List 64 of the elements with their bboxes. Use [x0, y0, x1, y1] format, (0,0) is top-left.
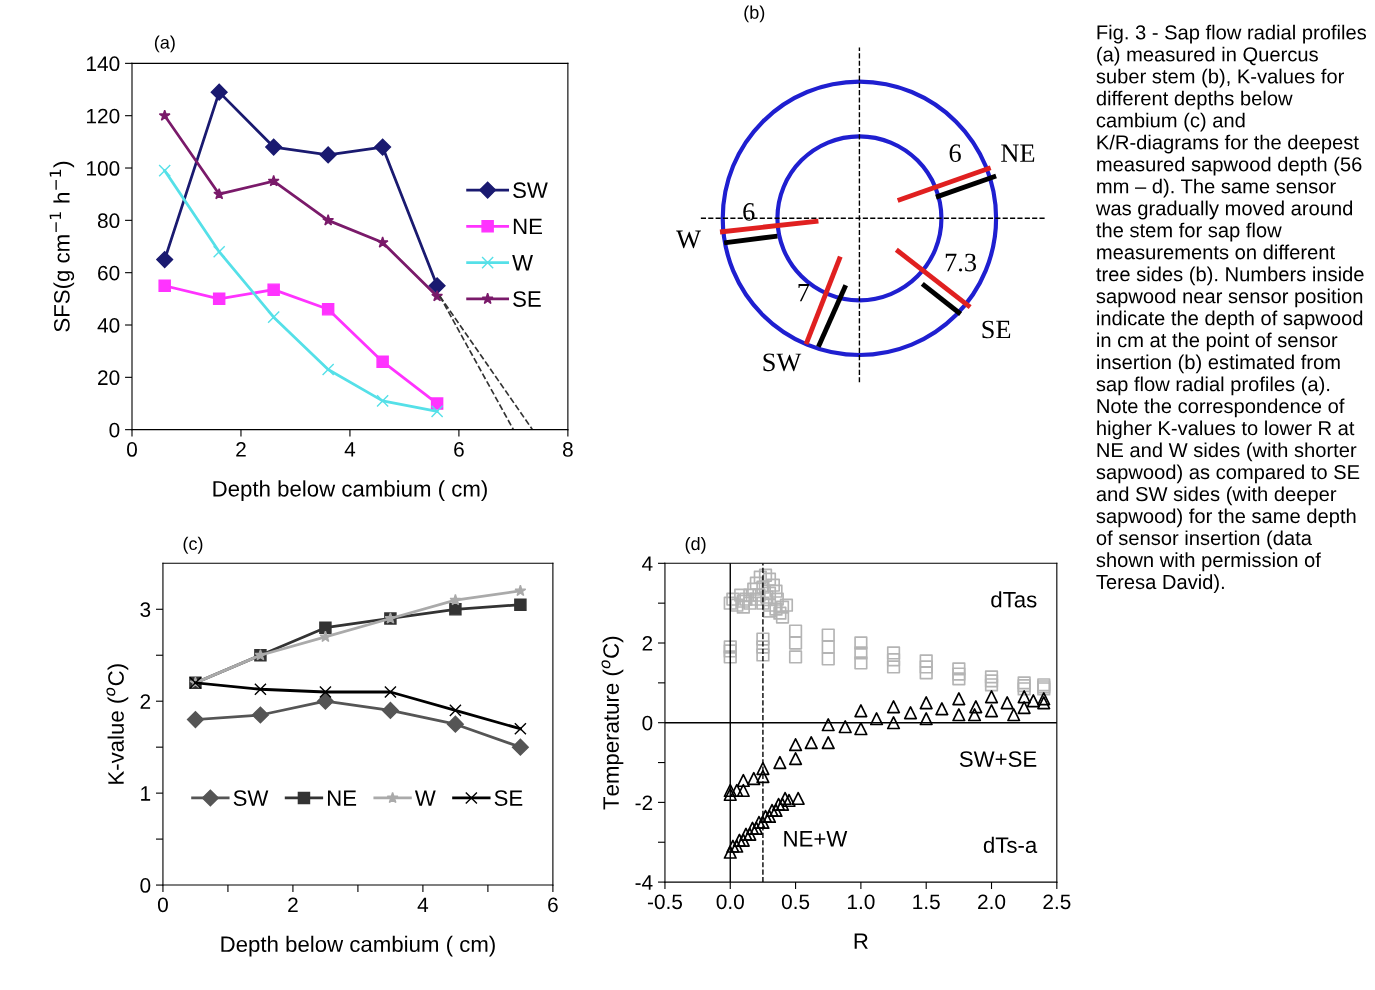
text: W: [676, 230, 701, 249]
x-axis-title: Depth below cambium ( cm): [213, 480, 487, 502]
legend-label: W: [512, 255, 533, 271]
y-tick-label: 0: [642, 715, 653, 731]
x-tick-label: 4: [344, 442, 356, 457]
x-tick-label: 2.0: [978, 894, 1006, 910]
y-tick-label: 0: [109, 422, 120, 438]
text: 7.3: [945, 253, 977, 272]
y-tick-label: 40: [97, 318, 120, 333]
x-axis-title: Depth below cambium ( cm): [221, 935, 495, 957]
y-tick-label: 140: [87, 56, 120, 72]
legend-label: NE: [513, 218, 542, 235]
y-tick-label: 80: [97, 213, 120, 229]
x-tick-label: 0: [127, 442, 137, 457]
x-tick-label: 8: [562, 442, 573, 457]
legend-label: SE: [494, 790, 523, 806]
x-tick-label: -0.5: [647, 894, 683, 910]
y-axis-title: SFS(g cm$^{−1}$ h$^{−1}$): [49, 161, 75, 332]
legend-label: SW: [233, 790, 269, 806]
annotation: SW+SE: [959, 751, 1037, 767]
y-axis-title: K-value ($^{o}$C): [106, 664, 129, 784]
x-tick-label: 2: [288, 897, 298, 912]
text: (b): [744, 5, 765, 23]
y-tick-label: 0: [140, 878, 151, 893]
x-axis-title: R: [854, 933, 868, 949]
text: 6: [743, 203, 755, 221]
legend-label: SE: [513, 291, 541, 307]
x-tick-label: 0.5: [781, 894, 810, 910]
x-tick-label: 6: [454, 442, 464, 457]
chart-title: (a): [154, 35, 175, 53]
x-tick-label: 1.0: [848, 894, 875, 910]
y-tick-label: 100: [87, 161, 120, 176]
y-tick-label: 3: [140, 602, 151, 618]
text: 7: [798, 283, 810, 302]
text: Fig. 3 - Sap flow radial profiles (a) measured in Quercus suber stem (b), K-values for different depths below cambium (c) and K/R-diagrams for the deepest measured sapwood depth (56 mm – d). The same sensor was gradually moved around the stem for sap flow measurements on different tree sides (b). Numbers inside sapwood near sensor position indicate the depth of sapwood in cm at the point of sensor insertion (b) estimated from sap flow radial profiles (a). Note the correspondence of higher K-values to lower R at NE and W sides (with shorter sapwood) as compared to SE and SW sides (with deeper sapwood) for the same depth of sensor insertion (data shown with permission of Teresa David).: [1095, 24, 1367, 594]
annotation: dTs-a: [983, 836, 1038, 853]
text: 6: [949, 144, 961, 163]
y-axis-title: Temperature ($^{o}$C): [601, 636, 624, 810]
y-tick-label: 120: [87, 108, 120, 124]
x-tick-label: 6: [548, 897, 558, 913]
x-tick-label: 0: [157, 897, 168, 913]
annotation: dTas: [991, 591, 1037, 608]
text: SE: [982, 320, 1011, 339]
annotation: NE+W: [784, 831, 848, 847]
y-tick-label: 20: [98, 370, 120, 386]
x-tick-label: 2: [236, 442, 246, 457]
x-tick-label: 2.5: [1043, 894, 1071, 910]
chart-title: (c): [183, 536, 203, 554]
legend-label: NE: [328, 790, 357, 806]
x-tick-label: 4: [417, 897, 429, 912]
y-tick-label: -4: [635, 875, 653, 890]
x-tick-label: 1.5: [913, 894, 940, 910]
x-tick-label: 0.0: [716, 894, 744, 910]
legend-label: W: [414, 790, 436, 806]
text: SW: [763, 353, 802, 372]
y-tick-label: -2: [635, 795, 653, 810]
y-tick-label: 2: [140, 694, 151, 709]
y-tick-label: 2: [642, 636, 653, 651]
chart-title: (d): [685, 536, 706, 554]
y-tick-label: 4: [642, 556, 653, 571]
y-tick-label: 60: [98, 265, 120, 281]
y-tick-label: 1: [141, 786, 151, 801]
legend-label: SW: [513, 182, 548, 199]
text: NE: [1001, 144, 1035, 162]
